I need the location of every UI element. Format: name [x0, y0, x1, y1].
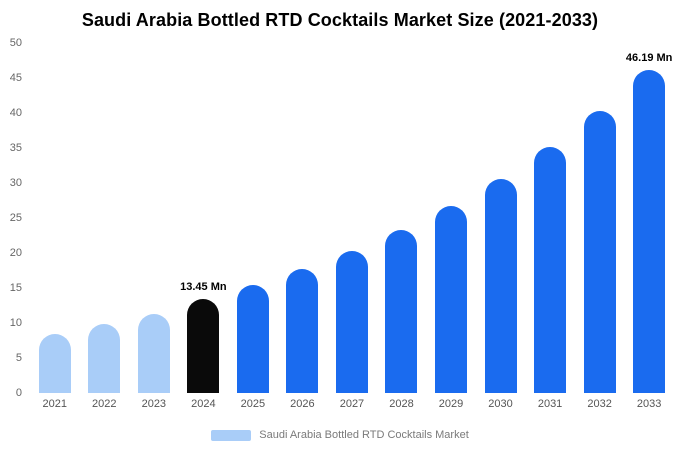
bar-2026[interactable] [286, 269, 319, 393]
bar-2024[interactable] [187, 298, 220, 393]
x-axis-label: 2025 [240, 398, 266, 410]
bar-value-label: 46.19 Mn [625, 51, 673, 64]
bar-2025[interactable] [236, 285, 269, 393]
bar-group [228, 43, 278, 393]
bar-group [575, 43, 625, 393]
y-axis-tick-label: 45 [9, 72, 22, 84]
y-axis: 0 5 10 15 20 25 30 35 40 45 50 [0, 37, 24, 399]
y-axis-tick-label: 15 [9, 282, 22, 294]
x-axis-label: 2021 [42, 398, 67, 410]
x-axis-label: 2031 [537, 398, 563, 410]
y-axis-tick-label: 10 [9, 317, 22, 329]
bar-group [525, 43, 575, 393]
bar-2032[interactable] [583, 110, 616, 393]
bar-2030[interactable] [484, 178, 517, 393]
x-axis-label: 2033 [636, 398, 662, 410]
legend-label: Saudi Arabia Bottled RTD Cocktails Marke… [259, 429, 469, 441]
x-axis-label: 2022 [92, 398, 117, 410]
y-axis-tick-label: 5 [15, 352, 22, 364]
chart-title: Saudi Arabia Bottled RTD Cocktails Marke… [81, 10, 599, 30]
bar-value-label: 13.45 Mn [180, 280, 227, 293]
bar-group [426, 43, 476, 393]
x-axis-label: 2024 [191, 398, 216, 410]
bar-2029[interactable] [435, 206, 468, 393]
x-axis-label: 2029 [438, 398, 464, 410]
y-axis-tick-label: 20 [9, 247, 22, 259]
plot-area: 13.45 Mn 46.19 Mn 2021 2022 2023 2024 2025 202… [30, 43, 674, 410]
bar-group [80, 43, 130, 393]
x-axis-label: 2032 [587, 398, 612, 410]
x-axis-label: 2027 [339, 398, 365, 410]
bar-group [327, 43, 377, 393]
bar-group [129, 43, 179, 393]
bar-2022[interactable] [88, 324, 121, 393]
bar-2033[interactable] [633, 69, 666, 393]
x-axis-label: 2030 [488, 398, 513, 410]
legend-swatch [211, 429, 252, 441]
x-axis-label: 2026 [290, 398, 315, 410]
x-axis-label: 2023 [141, 398, 167, 410]
y-axis-tick-label: 30 [9, 177, 22, 189]
y-axis-tick-label: 0 [15, 387, 22, 399]
bar-group [278, 43, 328, 393]
bar-2028[interactable] [385, 229, 418, 393]
bar-2021[interactable] [38, 333, 71, 393]
y-axis-tick-label: 40 [9, 107, 22, 119]
bar-group [476, 43, 526, 393]
bar-2031[interactable] [534, 147, 567, 393]
bar-group: 46.19 Mn [624, 43, 674, 393]
bar-2023[interactable] [137, 313, 170, 393]
bar-2027[interactable] [335, 250, 368, 393]
x-axis: 2021 2022 2023 2024 2025 2026 2027 2028 2029 2030… [30, 398, 674, 410]
y-axis-tick-label: 35 [9, 142, 22, 154]
bar-series: 13.45 Mn 46.19 Mn [30, 43, 674, 393]
chart-area: 0 5 10 15 20 25 30 35 40 45 50 13.45 Mn 46.19 Mn 20… [0, 37, 680, 415]
legend: Saudi Arabia Bottled RTD Cocktails Marke… [0, 429, 680, 441]
y-axis-tick-label: 25 [9, 212, 22, 224]
x-axis-label: 2028 [389, 398, 414, 410]
bar-group [30, 43, 80, 393]
bar-group: 13.45 Mn [179, 43, 229, 393]
y-axis-tick-label: 50 [9, 37, 22, 49]
bar-group [377, 43, 427, 393]
